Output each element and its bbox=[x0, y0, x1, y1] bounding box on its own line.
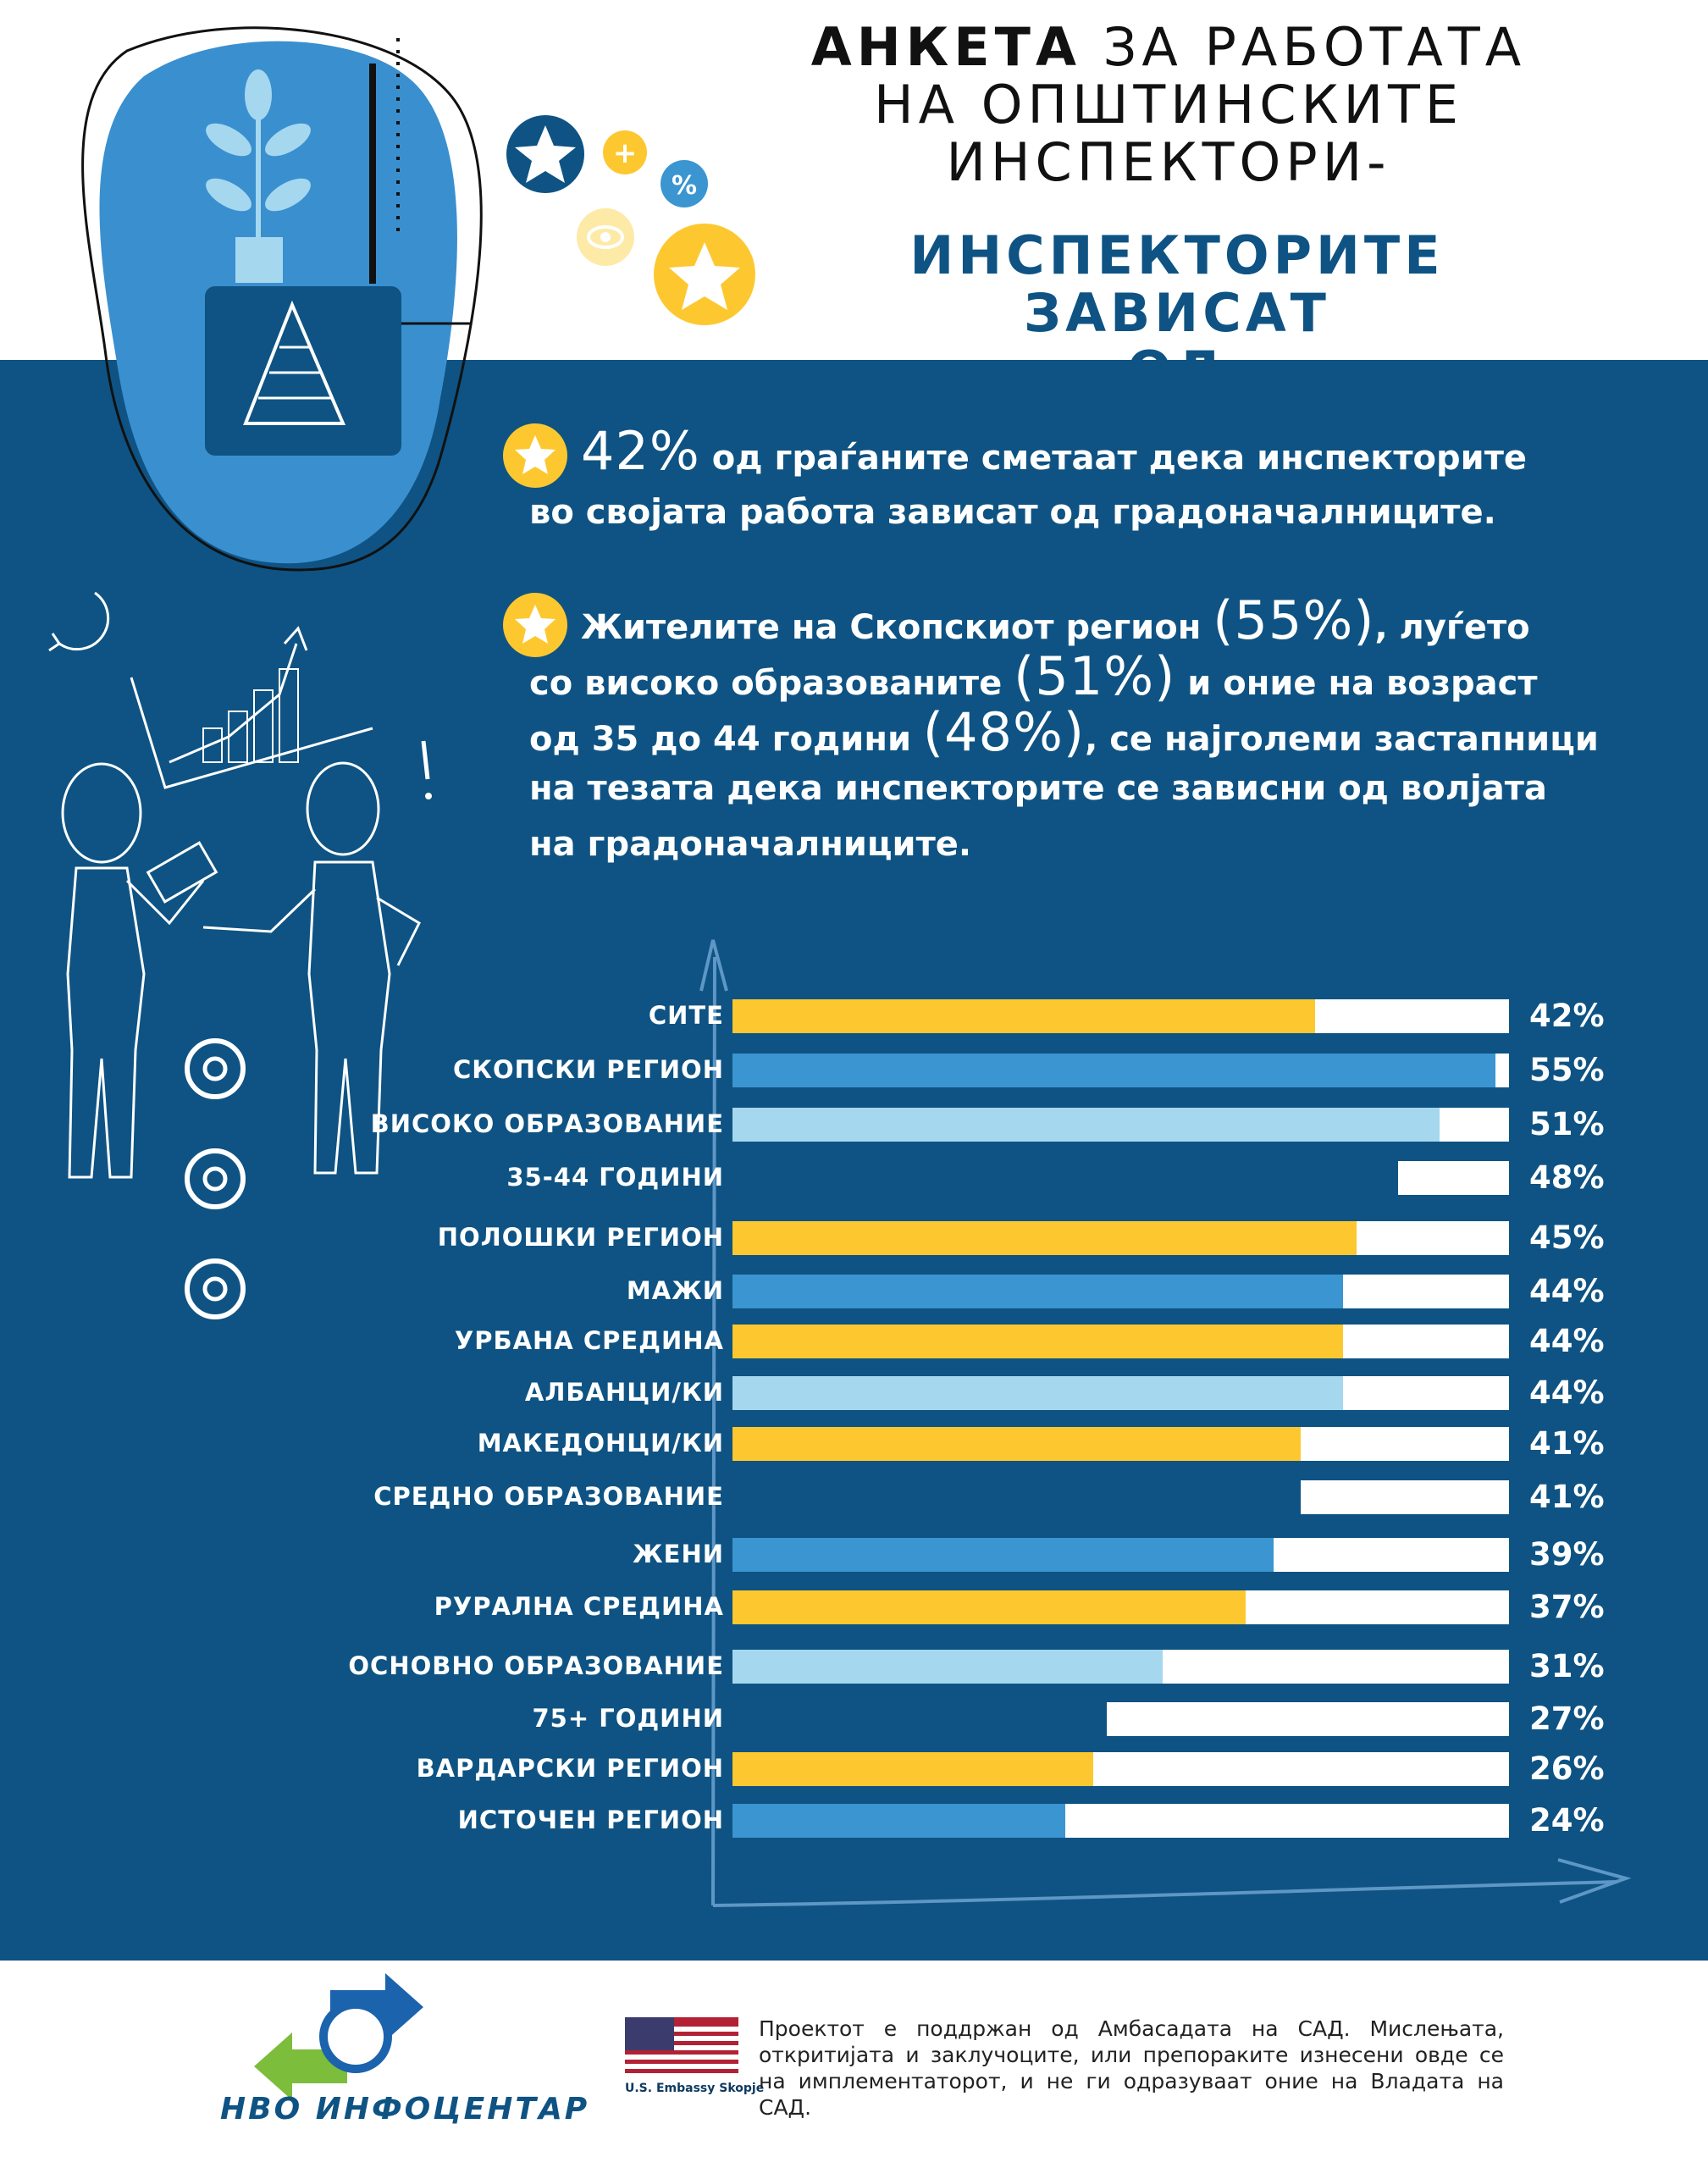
bar-track bbox=[732, 1221, 1509, 1255]
bar-track bbox=[732, 1702, 1509, 1736]
finding-1-line2: во својата работа зависат од градоначалн… bbox=[529, 493, 1496, 532]
svg-text:+: + bbox=[613, 136, 638, 170]
bar-category-label: РУРАЛНА СРЕДИНА bbox=[434, 1592, 724, 1621]
bar-fill bbox=[732, 1804, 1065, 1838]
bar-track bbox=[732, 1650, 1509, 1684]
finding-1-line1: 42% од граѓаните сметаат дека инспектори… bbox=[581, 423, 1527, 486]
finding-2-text: од 35 до 44 години bbox=[529, 720, 923, 759]
bar-fill bbox=[732, 1538, 1274, 1572]
bar-value-label: 44% bbox=[1529, 1374, 1605, 1411]
bar-category-label: ЖЕНИ bbox=[633, 1540, 724, 1568]
bar-category-label: ПОЛОШКИ РЕГИОН bbox=[437, 1223, 724, 1252]
bar-track bbox=[732, 1538, 1509, 1572]
finding-2-value: (48%) bbox=[922, 701, 1086, 763]
bar-fill bbox=[732, 1161, 1398, 1195]
bar-value-label: 41% bbox=[1529, 1425, 1605, 1462]
finding-2-line5: на градоначалниците. bbox=[529, 825, 972, 864]
bar-track bbox=[732, 1325, 1509, 1358]
finding-2-text: , се најголеми застапници bbox=[1085, 720, 1599, 759]
bar-value-label: 55% bbox=[1529, 1052, 1605, 1088]
bar-track bbox=[732, 1804, 1509, 1838]
bar-category-label: ИСТОЧЕН РЕГИОН bbox=[457, 1806, 724, 1834]
title-rest: ЗА РАБОТАТА bbox=[1081, 16, 1527, 78]
bar-category-label: ВИСОКО ОБРАЗОВАНИЕ bbox=[370, 1109, 724, 1138]
bar-fill bbox=[732, 999, 1315, 1033]
star-bullet-icon bbox=[503, 423, 567, 488]
bar-track bbox=[732, 1275, 1509, 1308]
bar-value-label: 44% bbox=[1529, 1273, 1605, 1309]
bar-category-label: 35-44 ГОДИНИ bbox=[506, 1163, 724, 1192]
embassy-label: U.S. Embassy Skopje bbox=[625, 2082, 765, 2095]
title-line2: НА ОПШТИНСКИТЕ bbox=[873, 74, 1464, 136]
page-subtitle: ИНСПЕКТОРИТЕ ЗАВИСАТ ОД ГРАДОНАЧАЛНИЦИТЕ bbox=[779, 227, 1575, 457]
finding-2-line2: со високо образованите (51%) и оние на в… bbox=[529, 649, 1538, 711]
bar-fill bbox=[732, 1221, 1357, 1255]
bar-category-label: 75+ ГОДИНИ bbox=[532, 1704, 724, 1733]
bar-category-label: СРЕДНО ОБРАЗОВАНИЕ bbox=[373, 1482, 724, 1511]
bar-value-label: 27% bbox=[1529, 1701, 1605, 1737]
bar-track bbox=[732, 1752, 1509, 1786]
finding-2-text: и оние на возраст bbox=[1175, 664, 1538, 703]
finding-1-value: 42% bbox=[581, 420, 700, 482]
bar-fill bbox=[732, 1702, 1107, 1736]
bar-value-label: 24% bbox=[1529, 1802, 1605, 1839]
bar-fill bbox=[732, 1376, 1343, 1410]
bar-value-label: 37% bbox=[1529, 1589, 1605, 1625]
bar-fill bbox=[732, 1325, 1343, 1358]
bar-value-label: 26% bbox=[1529, 1750, 1605, 1787]
bar-value-label: 41% bbox=[1529, 1479, 1605, 1515]
finding-2-text: Жителите на Скопскиот регион bbox=[581, 608, 1213, 647]
bar-fill bbox=[732, 1054, 1495, 1087]
bar-track bbox=[732, 1427, 1509, 1461]
bar-category-label: ВАРДАРСКИ РЕГИОН bbox=[416, 1754, 724, 1783]
bar-category-label: ОСНОВНО ОБРАЗОВАНИЕ bbox=[348, 1651, 724, 1680]
finding-2-text: , луѓето bbox=[1374, 608, 1530, 647]
bar-fill bbox=[732, 1752, 1093, 1786]
bar-value-label: 31% bbox=[1529, 1648, 1605, 1684]
bar-fill bbox=[732, 1590, 1246, 1624]
bar-track bbox=[732, 1054, 1509, 1087]
finding-2-line4: на тезата дека инспекторите се зависни о… bbox=[529, 769, 1547, 808]
bar-value-label: 39% bbox=[1529, 1536, 1605, 1573]
bar-track bbox=[732, 999, 1509, 1033]
bar-category-label: АЛБАНЦИ/КИ bbox=[524, 1378, 724, 1407]
bar-value-label: 44% bbox=[1529, 1323, 1605, 1359]
org-logo-text: НВО ИНФОЦЕНТАР bbox=[220, 2092, 590, 2127]
title-line3: ИНСПЕКТОРИ- bbox=[946, 131, 1391, 193]
navy-background-band bbox=[0, 360, 1708, 1961]
page-title: АНКЕТА ЗА РАБОТАТА НА ОПШТИНСКИТЕ ИНСПЕК… bbox=[788, 19, 1550, 191]
bar-fill bbox=[732, 1480, 1301, 1514]
bar-track bbox=[732, 1590, 1509, 1624]
finding-2-value: (51%) bbox=[1014, 645, 1176, 707]
bar-value-label: 48% bbox=[1529, 1159, 1605, 1196]
finding-2-line3: од 35 до 44 години (48%), се најголеми з… bbox=[529, 705, 1599, 767]
disclaimer-text: Проектот е поддржан од Амбасадата на САД… bbox=[759, 2016, 1504, 2120]
bar-fill bbox=[732, 1275, 1343, 1308]
bar-value-label: 45% bbox=[1529, 1220, 1605, 1256]
finding-1-text1: од граѓаните сметаат дека инспекторите bbox=[699, 439, 1528, 478]
bar-category-label: МАКЕДОНЦИ/КИ bbox=[477, 1429, 724, 1457]
title-bold: АНКЕТА bbox=[810, 16, 1081, 78]
finding-2-line1: Жителите на Скопскиот регион (55%), луѓе… bbox=[581, 593, 1530, 655]
bar-fill bbox=[732, 1108, 1440, 1142]
bar-fill bbox=[732, 1650, 1163, 1684]
bar-track bbox=[732, 1480, 1509, 1514]
bar-track bbox=[732, 1161, 1509, 1195]
subtitle-line1: ИНСПЕКТОРИТЕ ЗАВИСАТ bbox=[909, 224, 1445, 344]
star-bullet-icon bbox=[503, 593, 567, 657]
bar-category-label: СИТЕ bbox=[648, 1001, 724, 1030]
bar-track bbox=[732, 1108, 1509, 1142]
svg-text:%: % bbox=[672, 171, 697, 201]
bar-fill bbox=[732, 1427, 1301, 1461]
subtitle-line2: ОД ГРАДОНАЧАЛНИЦИТЕ bbox=[809, 340, 1545, 459]
finding-2-text: со високо образованите bbox=[529, 664, 1014, 703]
bar-category-label: УРБАНА СРЕДИНА bbox=[454, 1326, 724, 1355]
bar-category-label: СКОПСКИ РЕГИОН bbox=[452, 1055, 724, 1084]
bar-value-label: 42% bbox=[1529, 998, 1605, 1034]
bar-value-label: 51% bbox=[1529, 1106, 1605, 1142]
finding-2-value: (55%) bbox=[1213, 589, 1375, 651]
bar-category-label: МАЖИ bbox=[626, 1276, 724, 1305]
bar-track bbox=[732, 1376, 1509, 1410]
